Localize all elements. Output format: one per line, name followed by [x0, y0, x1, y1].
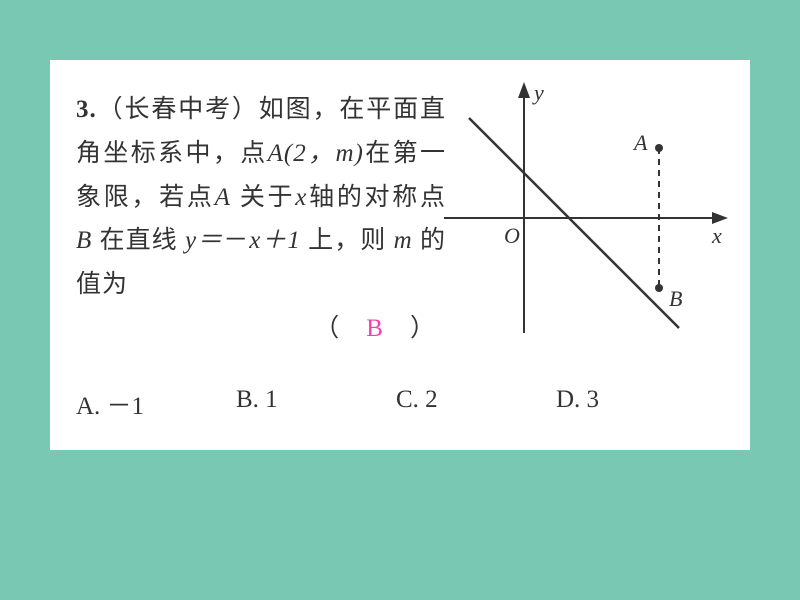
line-graph	[469, 118, 679, 328]
problem-text: 3.（长春中考）如图，在平面直角坐标系中，点A(2，m)在第一象限，若点A 关于…	[76, 88, 446, 351]
point-A	[655, 144, 663, 152]
B-italic: B	[76, 227, 92, 254]
point-B	[655, 284, 663, 292]
label-x: x	[711, 223, 722, 248]
text-seg-3a: 轴的对称点	[307, 184, 446, 211]
point-A-expr: A(2，m)	[268, 140, 364, 167]
text-seg-2b: 关于	[231, 184, 295, 211]
option-D: D. 3	[556, 386, 716, 422]
label-A: A	[632, 130, 648, 155]
problem-number: 3.	[76, 96, 97, 123]
text-seg-4a: －	[223, 227, 249, 254]
label-O: O	[504, 223, 520, 248]
text-seg-4b: 上，则	[301, 227, 394, 254]
m-italic: m	[394, 227, 413, 254]
label-y: y	[532, 80, 544, 105]
answer-letter: B	[366, 315, 384, 342]
A-italic: A	[215, 184, 231, 211]
x-italic-1: x	[295, 184, 307, 211]
coordinate-diagram: y x O A B	[434, 78, 734, 348]
text-seg-3b: 在直线	[92, 227, 185, 254]
option-B: B. 1	[236, 386, 396, 422]
x-plus-1: x＋1	[249, 227, 301, 254]
option-A: A. －1	[76, 386, 236, 422]
problem-card: 3.（长春中考）如图，在平面直角坐标系中，点A(2，m)在第一象限，若点A 关于…	[50, 60, 750, 450]
options-row: A. －1 B. 1 C. 2 D. 3	[76, 386, 716, 422]
problem-container: 3.（长春中考）如图，在平面直角坐标系中，点A(2，m)在第一象限，若点A 关于…	[76, 88, 724, 422]
label-B: B	[669, 286, 682, 311]
answer-paren: （ B ）	[76, 307, 446, 351]
y-eq: y＝	[185, 227, 223, 254]
option-C: C. 2	[396, 386, 556, 422]
